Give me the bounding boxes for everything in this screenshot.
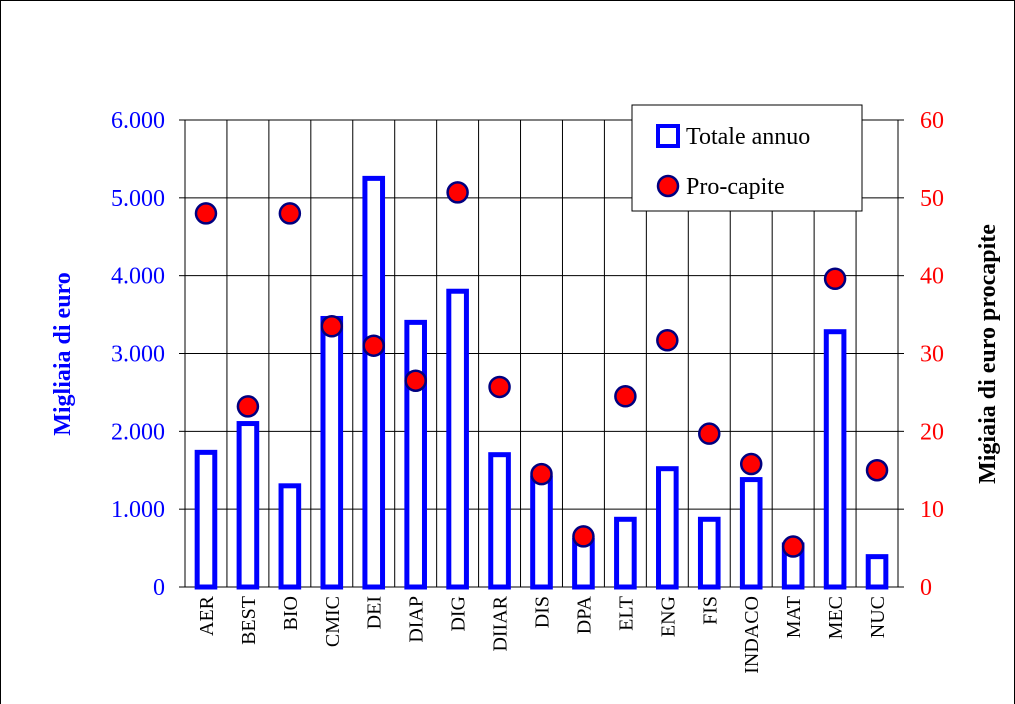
point [698,422,721,445]
bar [194,449,218,590]
y-tick-label: 1.000 [111,497,165,523]
y-tick-label: 0 [153,575,165,601]
x-tick-label: CMIC [322,596,344,647]
y-tick-label: 4.000 [111,264,165,290]
bar [865,554,889,590]
point [865,459,889,482]
legend-label: Totale annuo [686,124,810,150]
y-tick-label: 2.000 [111,419,165,445]
x-tick-label: MAT [783,596,805,638]
x-tick-label: DEI [364,596,386,629]
x-tick-label: DIG [448,596,470,632]
y2-tick-label: 10 [920,497,944,523]
x-tick-label: MEC [825,596,847,639]
bar [488,452,511,590]
point [194,202,218,225]
x-tick-label: AER [196,595,218,636]
x-tick-label: DIS [532,596,554,628]
point [614,385,637,408]
y-axis-title: Migliaia di euro [50,272,76,436]
y2-tick-label: 60 [920,108,944,134]
bar [656,466,679,590]
bar [320,315,344,590]
bar [823,329,847,590]
y-tick-label: 5.000 [111,186,165,212]
point [488,375,511,399]
bar [739,477,763,590]
point [320,315,344,338]
bar [278,483,302,590]
point [823,267,847,291]
bar [404,319,427,590]
x-tick-label: INDACO [741,596,763,674]
x-tick-label: BIO [280,596,302,630]
point [278,202,302,225]
y2-tick-label: 40 [920,264,944,290]
point [404,369,427,392]
x-tick-label: DIAP [406,596,428,643]
legend-label: Pro-capite [686,174,785,200]
x-tick-label: ENG [657,596,679,637]
point [446,181,469,204]
x-tick-label: FIS [699,596,721,625]
x-tick-label: BEST [238,596,260,645]
point [572,525,595,548]
bar [236,421,260,590]
y-tick-label: 3.000 [111,342,165,368]
point [656,329,679,352]
y2-tick-label: 0 [920,575,932,601]
point [739,452,763,476]
point [530,462,553,486]
bar [614,516,637,590]
y2-tick-label: 20 [920,419,944,445]
y2-axis-title: Migiaia di euro procapite [975,224,1001,484]
x-tick-label: DIIAR [490,595,512,651]
y2-tick-label: 30 [920,342,944,368]
x-tick-label: ELT [615,596,637,631]
bar [446,288,469,590]
y2-tick-label: 50 [920,186,944,212]
bar [362,175,386,590]
x-tick-label: NUC [867,596,889,638]
point [781,535,805,558]
bar [530,475,553,590]
x-tick-label: DPA [573,595,595,634]
bar [697,516,721,590]
point [236,395,260,418]
legend-swatch [656,124,680,148]
point [362,334,385,357]
legend-swatch [656,174,680,198]
y-tick-label: 6.000 [111,108,165,134]
